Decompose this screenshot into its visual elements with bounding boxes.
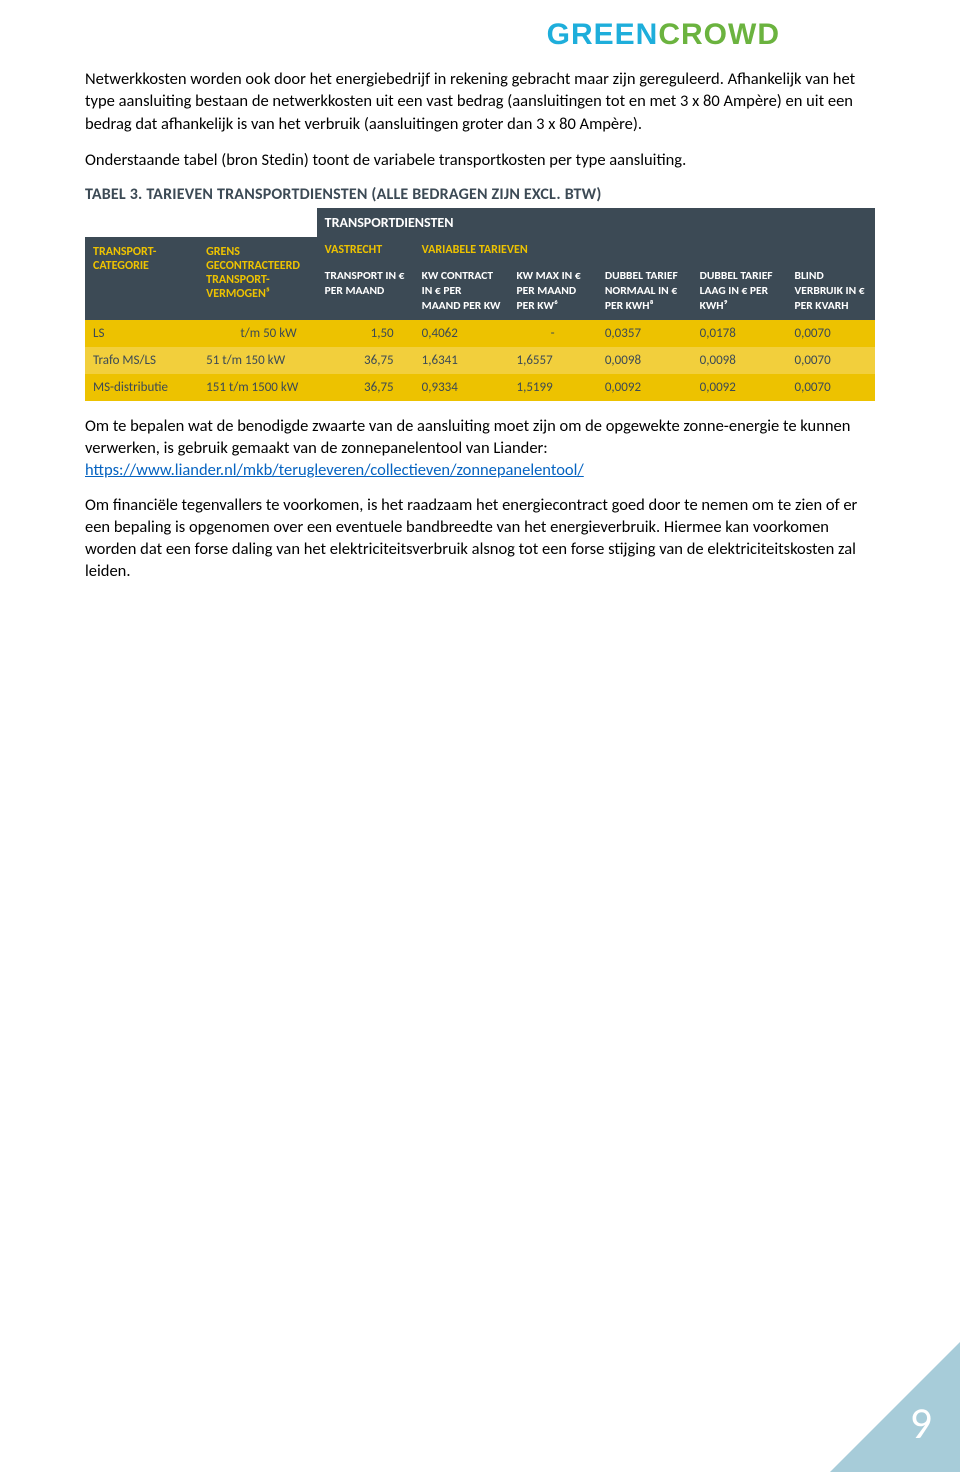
- cell-transport: 1,50: [317, 320, 414, 347]
- cell-kwc: 0,4062: [414, 320, 509, 347]
- cell-grens: 51 t/m 150 kW: [198, 347, 317, 374]
- table-title: TABEL 3. TARIEVEN TRANSPORTDIENSTEN (ALL…: [85, 185, 875, 204]
- cell-kwc: 0,9334: [414, 374, 509, 401]
- cell-dn: 0,0092: [597, 374, 692, 401]
- cell-transport: 36,75: [317, 347, 414, 374]
- header-blind: BLIND VERBRUIK IN € PER KVARH: [787, 263, 876, 320]
- cell-kwc: 1,6341: [414, 347, 509, 374]
- zonnepanelentool-link[interactable]: https://www.liander.nl/mkb/terugleveren/…: [85, 460, 584, 480]
- paragraph-3-text: Om te bepalen wat de benodigde zwaarte v…: [85, 416, 850, 458]
- cell-dn: 0,0098: [597, 347, 692, 374]
- cell-dl: 0,0178: [692, 320, 787, 347]
- page-number: 9: [910, 1396, 932, 1450]
- cell-transport: 36,75: [317, 374, 414, 401]
- cell-cat: Trafo MS/LS: [85, 347, 198, 374]
- header-kw-max: KW MAX IN € PER MAAND PER KW⁶: [508, 263, 596, 320]
- header-transport-categorie: TRANSPORT-CATEGORIE: [85, 237, 198, 320]
- header-dubbel-laag: DUBBEL TARIEF LAAG IN € PER KWH⁹: [692, 263, 787, 320]
- table-row: LS t/m 50 kW 1,50 0,4062 - 0,0357 0,0178…: [85, 320, 875, 347]
- cell-dl: 0,0098: [692, 347, 787, 374]
- header-transportdiensten: TRANSPORTDIENSTEN: [317, 208, 875, 237]
- cell-dl: 0,0092: [692, 374, 787, 401]
- cell-cat: LS: [85, 320, 198, 347]
- table-header-row-groups: TRANSPORT-CATEGORIE GRENS GECONTRACTEERD…: [85, 237, 875, 263]
- logo-part2: CROWD: [658, 18, 780, 51]
- cell-dn: 0,0357: [597, 320, 692, 347]
- cell-bv: 0,0070: [787, 320, 876, 347]
- cell-grens: 151 t/m 1500 kW: [198, 374, 317, 401]
- header-kw-contract: KW CONTRACT IN € PER MAAND PER KW: [414, 263, 509, 320]
- header-variabele: VARIABELE TARIEVEN: [414, 237, 875, 263]
- cell-grens: t/m 50 kW: [198, 320, 317, 347]
- paragraph-4: Om financiële tegenvallers te voorkomen,…: [85, 494, 875, 583]
- cell-cat: MS-distributie: [85, 374, 198, 401]
- header-grens: GRENS GECONTRACTEERD TRANSPORT-VERMOGEN⁵: [198, 237, 317, 320]
- logo-part1: GREEN: [547, 18, 659, 51]
- after-table-text: Om te bepalen wat de benodigde zwaarte v…: [85, 415, 875, 583]
- cell-kwm: 1,5199: [508, 374, 596, 401]
- cell-kwm: -: [508, 320, 596, 347]
- corner-triangle: [830, 1342, 960, 1472]
- table-row: MS-distributie 151 t/m 1500 kW 36,75 0,9…: [85, 374, 875, 401]
- header-dubbel-normaal: DUBBEL TARIEF NORMAAL IN € PER KWH⁸: [597, 263, 692, 320]
- body-text: Netwerkkosten worden ook door het energi…: [85, 68, 875, 171]
- cell-bv: 0,0070: [787, 374, 876, 401]
- table-row: Trafo MS/LS 51 t/m 150 kW 36,75 1,6341 1…: [85, 347, 875, 374]
- cell-kwm: 1,6557: [508, 347, 596, 374]
- header-vastrecht: VASTRECHT: [317, 237, 414, 263]
- cell-bv: 0,0070: [787, 347, 876, 374]
- paragraph-3: Om te bepalen wat de benodigde zwaarte v…: [85, 415, 875, 482]
- tariff-table: TRANSPORTDIENSTEN TRANSPORT-CATEGORIE GR…: [85, 208, 875, 401]
- paragraph-2: Onderstaande tabel (bron Stedin) toont d…: [85, 149, 875, 171]
- logo: GREENCROWD: [547, 18, 780, 52]
- table-header-row-transportdiensten: TRANSPORTDIENSTEN: [85, 208, 875, 237]
- paragraph-1: Netwerkkosten worden ook door het energi…: [85, 68, 875, 135]
- header-transport: TRANSPORT IN € PER MAAND: [317, 263, 414, 320]
